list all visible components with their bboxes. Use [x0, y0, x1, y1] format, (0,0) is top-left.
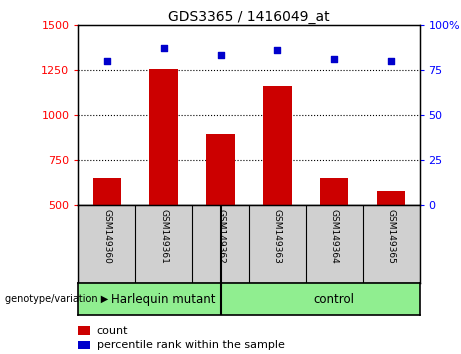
Bar: [206, 134, 235, 205]
Point: [274, 47, 281, 53]
Text: GSM149360: GSM149360: [102, 209, 111, 264]
Text: GSM149362: GSM149362: [216, 209, 225, 264]
Bar: [377, 191, 405, 205]
Text: control: control: [314, 293, 355, 306]
Point: [217, 53, 224, 58]
Point: [387, 58, 395, 64]
Point: [331, 56, 338, 62]
Text: count: count: [97, 326, 128, 336]
Text: Harlequin mutant: Harlequin mutant: [112, 293, 216, 306]
Text: GSM149365: GSM149365: [387, 209, 396, 264]
Point: [103, 58, 111, 64]
Text: GSM149364: GSM149364: [330, 209, 339, 264]
Bar: [320, 178, 349, 205]
Text: GSM149361: GSM149361: [159, 209, 168, 264]
Text: GSM149363: GSM149363: [273, 209, 282, 264]
Title: GDS3365 / 1416049_at: GDS3365 / 1416049_at: [168, 10, 330, 24]
Bar: [93, 178, 121, 205]
Point: [160, 45, 167, 51]
Bar: [263, 86, 291, 205]
Bar: [149, 69, 178, 205]
Text: genotype/variation ▶: genotype/variation ▶: [5, 294, 108, 304]
Text: percentile rank within the sample: percentile rank within the sample: [97, 340, 285, 350]
